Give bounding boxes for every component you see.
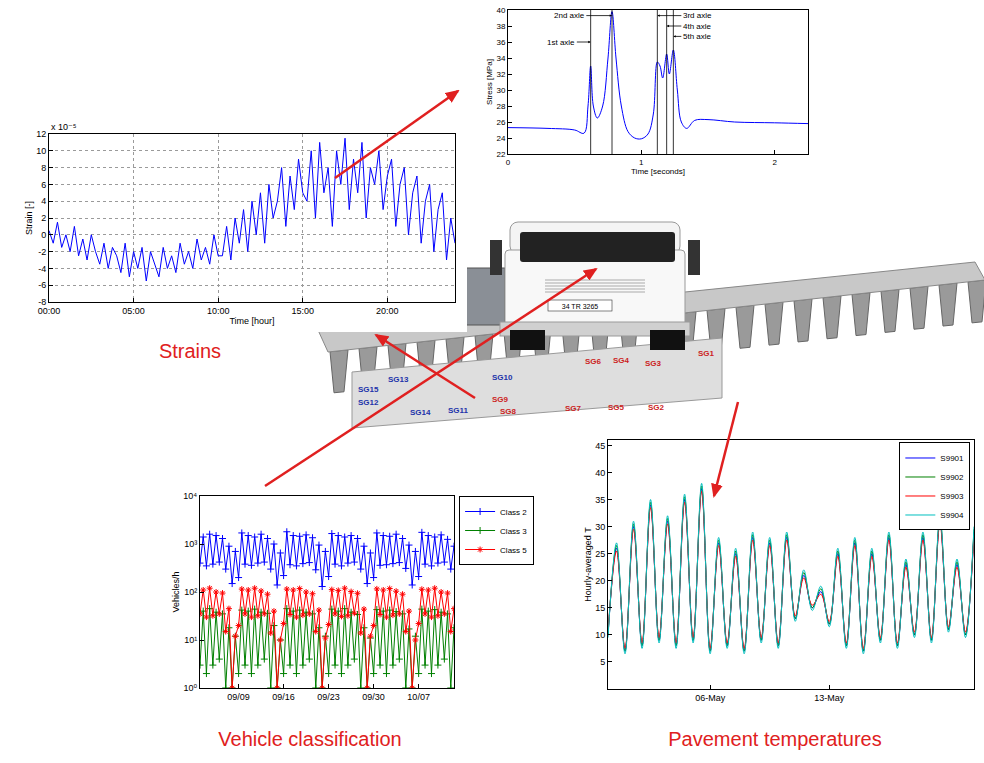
svg-text:38: 38	[496, 22, 505, 31]
svg-text:3rd axle: 3rd axle	[683, 11, 712, 20]
svg-text:SG8: SG8	[500, 407, 517, 416]
svg-text:Class 5: Class 5	[500, 546, 527, 555]
svg-text:5th axle: 5th axle	[683, 32, 712, 41]
svg-text:2nd axle: 2nd axle	[554, 11, 585, 20]
html-text:Vehicle classification: Vehicle classification	[218, 728, 402, 750]
svg-text:-8: -8	[38, 297, 46, 307]
svg-text:34: 34	[496, 54, 505, 63]
svg-text:09/16: 09/16	[272, 692, 295, 702]
svg-text:x 10⁻⁵: x 10⁻⁵	[51, 122, 77, 132]
svg-text:SG1: SG1	[698, 349, 715, 358]
svg-text:Vehicles/h: Vehicles/h	[171, 571, 181, 612]
svg-text:32: 32	[496, 70, 505, 79]
svg-text:-2: -2	[38, 247, 46, 257]
svg-text:15: 15	[595, 603, 605, 613]
svg-text:SG10: SG10	[492, 373, 513, 382]
svg-text:10³: 10³	[184, 539, 197, 549]
svg-text:24: 24	[496, 134, 505, 143]
svg-text:Class 3: Class 3	[500, 527, 527, 536]
svg-text:20:00: 20:00	[376, 306, 399, 316]
html-text:Pavement temperatures: Pavement temperatures	[668, 728, 882, 750]
svg-text:06-May: 06-May	[695, 693, 726, 703]
svg-text:26: 26	[496, 118, 505, 127]
svg-text:0: 0	[506, 158, 511, 167]
svg-text:45: 45	[595, 441, 605, 451]
svg-text:00:00: 00:00	[38, 306, 61, 316]
svg-text:Time [hour]: Time [hour]	[229, 316, 274, 326]
svg-text:SG12: SG12	[358, 398, 379, 407]
svg-text:30: 30	[496, 86, 505, 95]
svg-text:2: 2	[772, 158, 777, 167]
svg-text:Time [seconds]: Time [seconds]	[631, 167, 685, 176]
svg-text:Strain [-]: Strain [-]	[24, 201, 34, 235]
svg-text:SG15: SG15	[358, 385, 379, 394]
svg-text:8: 8	[41, 163, 46, 173]
svg-text:S9902: S9902	[940, 473, 964, 482]
svg-text:4th axle: 4th axle	[683, 22, 712, 31]
svg-text:Stress [MPa]: Stress [MPa]	[485, 59, 494, 105]
svg-text:2: 2	[41, 213, 46, 223]
svg-text:-6: -6	[38, 280, 46, 290]
svg-text:35: 35	[595, 495, 605, 505]
svg-text:36: 36	[496, 38, 505, 47]
svg-text:15:00: 15:00	[291, 306, 314, 316]
svg-text:0: 0	[41, 230, 46, 240]
svg-text:40: 40	[595, 468, 605, 478]
svg-text:4: 4	[41, 196, 46, 206]
svg-text:SG9: SG9	[492, 395, 509, 404]
svg-text:S9903: S9903	[940, 492, 964, 501]
svg-text:22: 22	[496, 150, 505, 159]
svg-text:40: 40	[496, 6, 505, 15]
svg-text:25: 25	[595, 549, 605, 559]
svg-text:10/07: 10/07	[407, 692, 430, 702]
svg-text:34 TR 3265: 34 TR 3265	[562, 303, 599, 310]
svg-text:10¹: 10¹	[184, 635, 197, 645]
svg-text:Class 2: Class 2	[500, 508, 527, 517]
svg-text:SG2: SG2	[648, 403, 665, 412]
svg-text:10:00: 10:00	[207, 306, 230, 316]
svg-text:09/23: 09/23	[317, 692, 340, 702]
svg-text:10²: 10²	[184, 587, 197, 597]
svg-text:Hourly-averaged T: Hourly-averaged T	[583, 527, 593, 602]
svg-text:20: 20	[595, 576, 605, 586]
svg-text:30: 30	[595, 522, 605, 532]
svg-text:12: 12	[36, 129, 46, 139]
svg-text:10⁴: 10⁴	[183, 491, 197, 501]
svg-text:-4: -4	[38, 264, 46, 274]
svg-text:SG13: SG13	[388, 375, 409, 384]
svg-text:05:00: 05:00	[122, 306, 145, 316]
svg-text:13-May: 13-May	[814, 693, 845, 703]
svg-text:1st axle: 1st axle	[547, 38, 575, 47]
svg-text:10: 10	[595, 630, 605, 640]
svg-text:S9901: S9901	[940, 454, 964, 463]
svg-text:SG14: SG14	[410, 408, 431, 417]
svg-text:10: 10	[36, 146, 46, 156]
svg-text:10⁰: 10⁰	[184, 683, 198, 693]
svg-text:SG3: SG3	[645, 359, 662, 368]
svg-text:5: 5	[600, 657, 605, 667]
svg-text:SG6: SG6	[585, 357, 602, 366]
svg-text:SG11: SG11	[448, 406, 469, 415]
svg-text:09/09: 09/09	[227, 692, 250, 702]
svg-text:SG7: SG7	[565, 404, 582, 413]
svg-text:6: 6	[41, 180, 46, 190]
svg-text:28: 28	[496, 102, 505, 111]
svg-text:09/30: 09/30	[362, 692, 385, 702]
svg-text:1: 1	[639, 158, 644, 167]
html-text:Strains: Strains	[158, 340, 222, 362]
svg-text:S9904: S9904	[940, 511, 964, 520]
svg-text:SG4: SG4	[613, 356, 630, 365]
svg-text:SG5: SG5	[608, 403, 625, 412]
